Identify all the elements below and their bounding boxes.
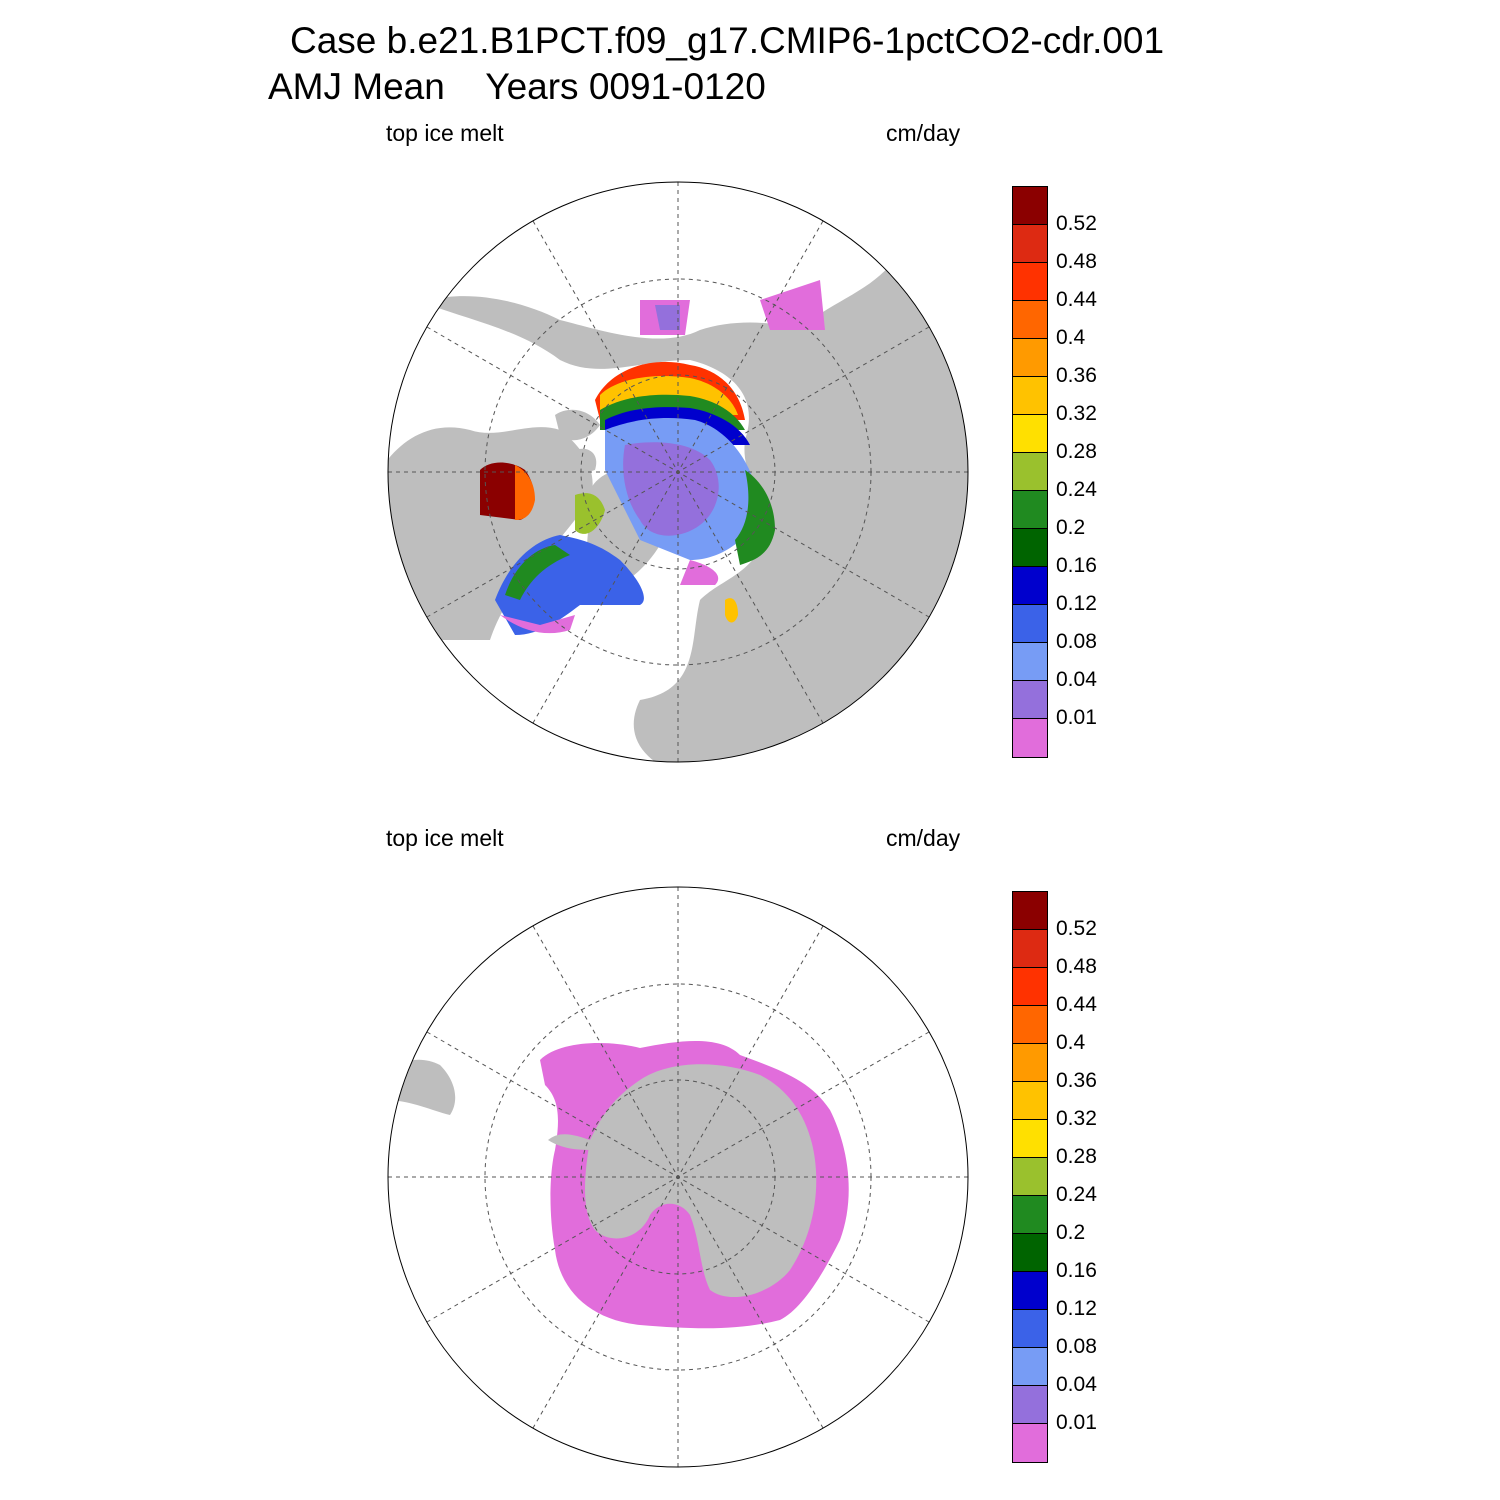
colorbar-south-color-bin <box>1013 1234 1047 1272</box>
colorbar-south-color-bin <box>1013 892 1047 930</box>
colorbar-north-color-bin <box>1013 225 1047 263</box>
colorbar-south-level-label: 0.52 <box>1056 917 1097 940</box>
colorbar-south-color-bin <box>1013 1272 1047 1310</box>
north-ice-melt-field <box>480 280 825 635</box>
colorbar-north-level-label: 0.36 <box>1056 364 1097 387</box>
colorbar-north-color-bin <box>1013 453 1047 491</box>
colorbar-south-color-bin <box>1013 1386 1047 1424</box>
colorbar-north-color-bin <box>1013 681 1047 719</box>
colorbar-south-level-label: 0.01 <box>1056 1411 1097 1434</box>
north-polar-map <box>388 182 968 762</box>
colorbar-north-level-label: 0.12 <box>1056 592 1097 615</box>
north-map-border <box>387 181 969 763</box>
colorbar-north-color-bin <box>1013 377 1047 415</box>
south-graticule <box>388 887 968 1467</box>
colorbar-south-color-bin <box>1013 1120 1047 1158</box>
colorbar-north-level-label: 0.01 <box>1056 706 1097 729</box>
colorbar-north-level-label: 0.4 <box>1056 326 1086 349</box>
colorbar-north-color-bin <box>1013 415 1047 453</box>
antarctica-land <box>585 1064 817 1298</box>
melt-band-purple <box>655 305 680 330</box>
colorbar-south-level-label: 0.2 <box>1056 1221 1086 1244</box>
colorbar-north-level-label: 0.52 <box>1056 212 1097 235</box>
colorbar-north-level-label: 0.28 <box>1056 440 1097 463</box>
eurasia-land <box>430 182 968 762</box>
colorbar-south-color-bin <box>1013 1158 1047 1196</box>
colorbar-south-color-bin <box>1013 1082 1047 1120</box>
colorbar-south-level-label: 0.32 <box>1056 1107 1097 1130</box>
panel2-units-label: cm/day <box>886 825 961 851</box>
colorbar-south-color-bin <box>1013 1044 1047 1082</box>
colorbar-south-color-bin <box>1013 930 1047 968</box>
colorbar-north-color-bin <box>1013 643 1047 681</box>
colorbar-south-level-label: 0.16 <box>1056 1259 1097 1282</box>
colorbar-south-level-label: 0.36 <box>1056 1069 1097 1092</box>
panel2-variable-label: top ice melt <box>386 825 504 851</box>
figure-title-case: Case b.e21.B1PCT.f09_g17.CMIP6-1pctCO2-c… <box>290 20 1165 61</box>
melt-band-labrador-green <box>505 545 570 600</box>
colorbar-north-level-label: 0.44 <box>1056 288 1097 311</box>
colorbar-south-color-bin <box>1013 1196 1047 1234</box>
melt-band-east-green <box>735 470 775 565</box>
figure-title-period: AMJ Mean Years 0091-0120 <box>268 66 766 107</box>
colorbar-north-color-bin <box>1013 719 1047 757</box>
colorbar-north-color-bin <box>1013 263 1047 301</box>
colorbar-north-color-bin <box>1013 567 1047 605</box>
colorbar-north-color-bin <box>1013 491 1047 529</box>
colorbar-north-level-label: 0.16 <box>1056 554 1097 577</box>
melt-band-labrador-pink <box>500 615 575 634</box>
arctic-islands <box>555 409 600 472</box>
colorbar-south-level-label: 0.28 <box>1056 1145 1097 1168</box>
colorbar-north-level-label: 0.2 <box>1056 516 1086 539</box>
colorbar-north-color-bin <box>1013 301 1047 339</box>
colorbar-south-level-label: 0.4 <box>1056 1031 1086 1054</box>
colorbar-north-color-bin <box>1013 529 1047 567</box>
colorbar-north-level-label: 0.04 <box>1056 668 1097 691</box>
panel1-variable-label: top ice melt <box>386 120 504 146</box>
south-map-border <box>387 886 969 1468</box>
north-graticule <box>388 182 968 762</box>
melt-band-hudson-edge <box>515 465 535 520</box>
colorbar-south-level-label: 0.48 <box>1056 955 1097 978</box>
melt-band-baltic <box>725 598 738 623</box>
north-america-land <box>388 427 593 640</box>
colorbar-north-level-label: 0.24 <box>1056 478 1097 501</box>
colorbar-north-level-label: 0.48 <box>1056 250 1097 273</box>
colorbar-north-color-bin <box>1013 339 1047 377</box>
south-polar-map <box>388 887 968 1467</box>
colorbar-south-level-label: 0.04 <box>1056 1373 1097 1396</box>
colorbar-south-color-bin <box>1013 1424 1047 1462</box>
colorbar-north-level-label: 0.32 <box>1056 402 1097 425</box>
colorbar-north-level-label: 0.08 <box>1056 630 1097 653</box>
colorbar-north-color-bin <box>1013 187 1047 225</box>
colorbar-south-level-label: 0.12 <box>1056 1297 1097 1320</box>
antarctic-peninsula <box>548 1134 590 1150</box>
melt-band-center-purple <box>623 442 719 536</box>
colorbar-south-level-label: 0.44 <box>1056 993 1097 1016</box>
colorbar-south-level-label: 0.08 <box>1056 1335 1097 1358</box>
melt-band-baffin <box>575 493 605 534</box>
colorbar-north-color-bin <box>1013 605 1047 643</box>
colorbar-north <box>1012 186 1048 758</box>
melt-band-barents-pink <box>680 560 719 585</box>
colorbar-south-color-bin <box>1013 1006 1047 1044</box>
colorbar-south <box>1012 891 1048 1463</box>
colorbar-south-color-bin <box>1013 1310 1047 1348</box>
colorbar-south-color-bin <box>1013 968 1047 1006</box>
melt-band-low-pink <box>640 280 825 335</box>
colorbar-south-level-label: 0.24 <box>1056 1183 1097 1206</box>
colorbar-south-color-bin <box>1013 1348 1047 1386</box>
panel1-units-label: cm/day <box>886 120 961 146</box>
